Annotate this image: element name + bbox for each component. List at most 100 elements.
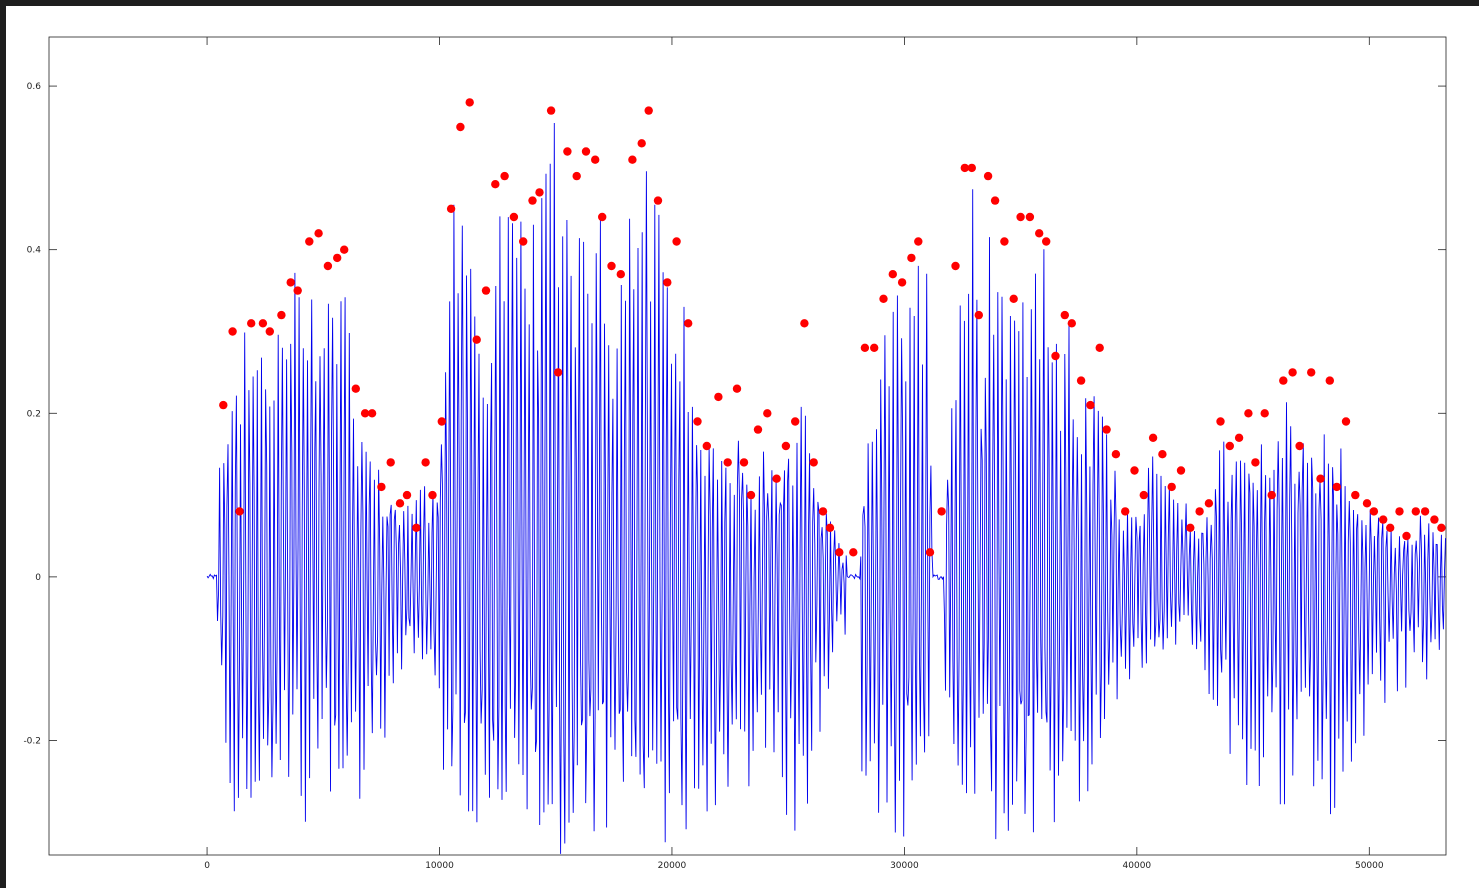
peak-marker	[1060, 310, 1070, 320]
peak-marker	[809, 458, 818, 467]
peak-marker	[265, 327, 274, 336]
peak-marker	[1295, 441, 1304, 451]
peak-marker	[446, 204, 456, 213]
peak-marker	[1316, 474, 1325, 483]
peak-marker	[1395, 507, 1404, 516]
peak-marker	[1000, 237, 1009, 246]
x-tick-label: 50000	[1355, 861, 1384, 871]
peak-marker	[616, 270, 625, 279]
peak-marker	[563, 147, 572, 156]
peak-marker	[914, 237, 923, 246]
peak-marker	[879, 294, 888, 303]
y-tick-label: 0.4	[27, 246, 42, 256]
peak-marker	[323, 261, 333, 271]
peak-marker	[653, 196, 663, 205]
peak-marker	[925, 548, 935, 557]
peak-marker	[509, 212, 519, 222]
peak-marker	[1288, 368, 1297, 377]
peak-marker	[746, 490, 756, 500]
peak-marker	[581, 147, 591, 156]
peak-marker	[1111, 450, 1121, 459]
peak-marker	[500, 171, 509, 181]
peak-marker	[1016, 212, 1025, 222]
peak-marker	[1386, 523, 1395, 532]
peak-marker	[258, 319, 268, 328]
peak-markers	[219, 98, 1446, 557]
peak-marker	[732, 384, 742, 393]
peak-marker	[1051, 351, 1060, 361]
peak-marker	[1325, 376, 1335, 385]
peak-marker	[1420, 507, 1430, 516]
peak-marker	[1076, 376, 1086, 385]
peak-marker	[907, 253, 916, 263]
peak-marker	[888, 270, 897, 279]
peak-marker	[763, 409, 772, 418]
peak-marker	[1042, 237, 1051, 246]
peak-marker	[437, 417, 446, 426]
peak-marker	[421, 458, 430, 467]
peak-marker	[672, 237, 681, 246]
peak-marker	[1009, 294, 1018, 303]
peak-marker	[546, 106, 556, 115]
peak-marker	[386, 458, 395, 467]
y-tick-label: 0	[35, 573, 41, 583]
peak-marker	[1244, 409, 1253, 418]
peak-marker	[1341, 417, 1351, 426]
peak-marker	[293, 286, 302, 295]
peak-marker	[1158, 450, 1167, 459]
peak-marker	[849, 548, 858, 557]
peak-marker	[983, 171, 993, 181]
peak-marker	[367, 409, 377, 418]
peak-marker	[351, 384, 360, 393]
peak-marker	[1430, 515, 1439, 524]
peak-marker	[395, 499, 405, 508]
peak-marker	[644, 106, 653, 115]
y-tick-label: 0.6	[27, 82, 42, 92]
peak-marker	[1279, 376, 1288, 385]
peak-marker	[781, 441, 791, 451]
peak-marker	[412, 523, 421, 532]
peak-marker	[235, 507, 244, 516]
peak-marker	[535, 188, 544, 197]
peak-marker	[1086, 400, 1095, 410]
peak-marker	[772, 474, 781, 483]
peak-marker	[714, 392, 723, 402]
peak-marker	[402, 490, 412, 500]
peak-marker	[637, 139, 646, 148]
y-tick-label: -0.2	[23, 736, 41, 746]
peak-marker	[491, 180, 500, 189]
peak-marker	[1095, 343, 1104, 352]
peak-marker	[360, 409, 370, 418]
peak-marker	[591, 155, 600, 164]
x-tick-label: 30000	[890, 861, 919, 871]
peak-marker	[693, 417, 702, 426]
peak-marker	[314, 229, 323, 238]
peak-marker	[572, 171, 581, 181]
peak-marker	[465, 98, 474, 107]
peak-marker	[1379, 515, 1388, 524]
peak-marker	[818, 507, 828, 516]
peak-marker	[1139, 490, 1149, 500]
peak-marker	[791, 417, 800, 426]
peak-marker	[1067, 319, 1077, 328]
peak-marker	[1148, 433, 1158, 442]
peak-marker	[377, 482, 386, 492]
peak-marker	[528, 196, 537, 205]
peak-marker	[1167, 482, 1176, 492]
peak-marker	[598, 212, 607, 222]
peak-marker	[684, 319, 693, 328]
peak-marker	[800, 319, 809, 328]
peak-marker	[1369, 507, 1379, 516]
peak-marker	[1332, 482, 1342, 492]
peak-marker	[702, 441, 711, 451]
peak-marker	[219, 400, 228, 410]
peak-marker	[1234, 433, 1244, 442]
peak-marker	[960, 163, 969, 173]
peak-marker	[247, 319, 256, 328]
waveform-plot: 0 10000 20000 30000 40000 50000 -0.2 0 0.2 0.4 0.6	[23, 36, 1447, 871]
peak-marker	[286, 278, 295, 287]
peak-marker	[1351, 490, 1360, 500]
peak-marker	[519, 237, 528, 246]
peak-marker	[897, 278, 907, 287]
peak-marker	[870, 343, 879, 352]
